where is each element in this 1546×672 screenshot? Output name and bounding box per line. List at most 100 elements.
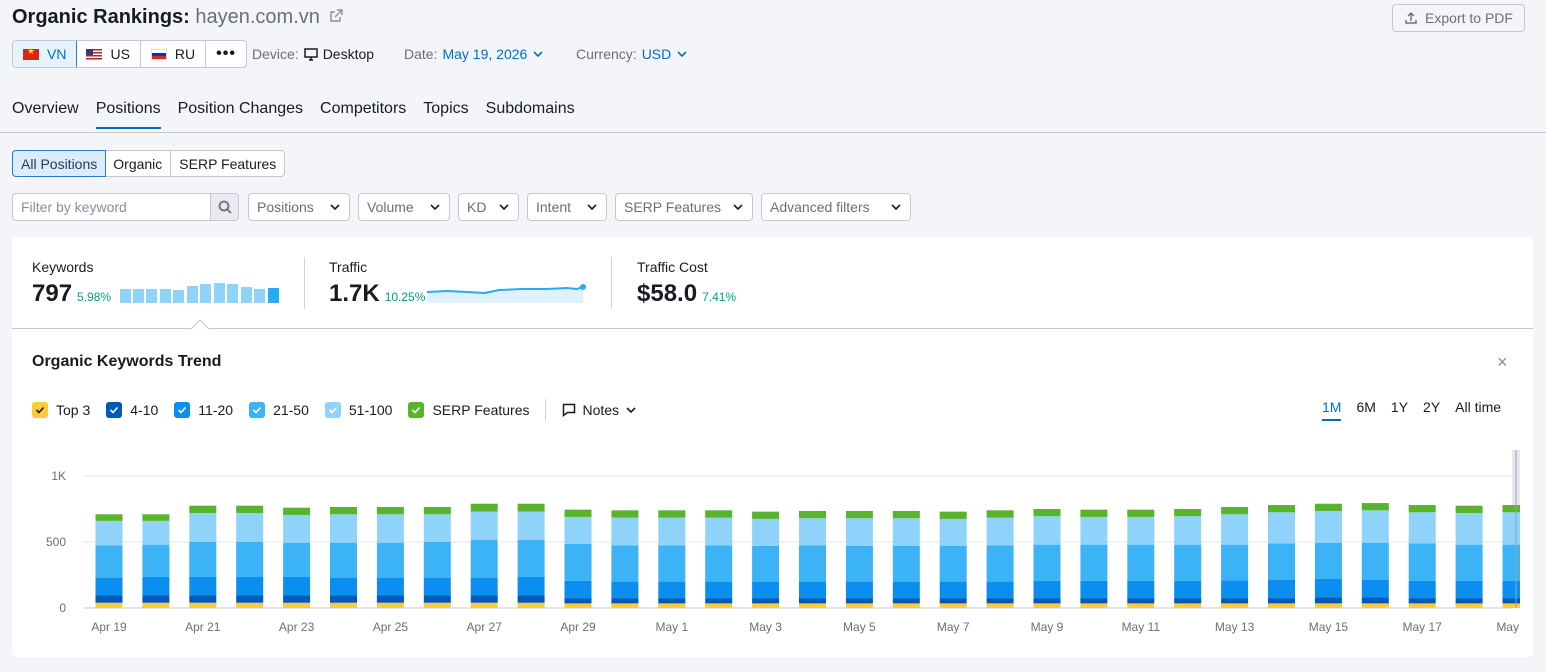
bar-segment xyxy=(799,545,826,582)
bar-segment xyxy=(1314,597,1342,604)
export-pdf-button[interactable]: Export to PDF xyxy=(1392,4,1525,32)
x-tick-label: Apr 29 xyxy=(560,620,596,634)
bar-segment xyxy=(1221,514,1249,545)
bar-segment xyxy=(1033,598,1061,604)
external-link-icon[interactable] xyxy=(329,6,344,29)
bar-segment xyxy=(330,514,357,543)
traffic-kpi[interactable]: 1.7K 10.25% xyxy=(329,280,425,308)
volume-filter[interactable]: Volume xyxy=(358,193,450,221)
bar-segment xyxy=(1174,603,1202,608)
range-1m[interactable]: 1M xyxy=(1322,399,1342,421)
bar-segment xyxy=(142,544,170,577)
bar-segment xyxy=(892,581,920,599)
bar-segment xyxy=(705,545,733,582)
device-selector[interactable]: Device: Desktop xyxy=(252,46,374,62)
bar-segment xyxy=(470,577,498,596)
bar-segment xyxy=(1174,544,1202,581)
advanced-filters-label: Advanced filters xyxy=(770,199,870,215)
legend-21-50[interactable]: 21-50 xyxy=(249,402,309,418)
bar-segment xyxy=(1408,603,1436,608)
more-databases-button[interactable]: ••• xyxy=(216,45,236,62)
bar-segment xyxy=(1268,603,1295,608)
bar-segment xyxy=(892,603,920,608)
tab-overview[interactable]: Overview xyxy=(12,100,79,117)
keyword-filter-input[interactable] xyxy=(13,194,210,220)
range-6m[interactable]: 6M xyxy=(1356,399,1376,415)
tab-competitors[interactable]: Competitors xyxy=(320,100,407,117)
intent-filter[interactable]: Intent xyxy=(527,193,607,221)
bar-segment xyxy=(939,581,967,599)
bar-segment xyxy=(1080,598,1108,604)
legend-51-100-label: 51-100 xyxy=(348,402,393,418)
range-all-time[interactable]: All time xyxy=(1455,399,1502,415)
bar-segment xyxy=(1502,505,1520,513)
positions-filter[interactable]: Positions xyxy=(248,193,350,221)
bar-segment xyxy=(142,576,170,596)
bar-segment xyxy=(142,520,170,545)
currency-selector[interactable]: Currency: USD xyxy=(576,46,688,62)
bar-segment xyxy=(1455,603,1483,608)
y-tick-label: 0 xyxy=(59,601,66,615)
x-tick-label: May 7 xyxy=(937,620,970,634)
x-tick-label: Apr 27 xyxy=(467,620,503,634)
tab-position-changes[interactable]: Position Changes xyxy=(177,100,304,117)
tab-positions[interactable]: Positions xyxy=(95,100,161,129)
positions-filter-label: Positions xyxy=(257,199,314,215)
date-selector[interactable]: Date: May 19, 2026 xyxy=(404,46,544,62)
advanced-filters[interactable]: Advanced filters xyxy=(761,193,911,221)
bar-segment xyxy=(939,545,967,582)
currency-label: Currency: xyxy=(576,46,637,62)
all-positions-button[interactable]: All Positions xyxy=(12,150,107,177)
range-2y[interactable]: 2Y xyxy=(1423,399,1441,415)
bar-segment xyxy=(1033,580,1061,599)
tab-subdomains[interactable]: Subdomains xyxy=(485,100,575,117)
traffic-cost-kpi[interactable]: $58.0 7.41% xyxy=(637,280,736,308)
legend-11-20[interactable]: 11-20 xyxy=(174,402,233,418)
x-tick-label: May 3 xyxy=(749,620,782,634)
bar-segment xyxy=(1174,509,1202,517)
checkbox-checked-icon xyxy=(249,402,266,418)
search-button[interactable] xyxy=(210,194,238,220)
organic-button[interactable]: Organic xyxy=(105,151,172,176)
traffic-kpi-label: Traffic xyxy=(329,259,368,275)
bar-segment xyxy=(752,511,780,519)
keywords-kpi[interactable]: 797 5.98% xyxy=(32,280,111,308)
legend-4-10[interactable]: 4-10 xyxy=(106,402,158,418)
bar-segment xyxy=(1408,512,1436,544)
db-button-us[interactable]: US xyxy=(76,41,141,67)
db-label-ru: RU xyxy=(174,46,196,62)
legend-top3[interactable]: Top 3 xyxy=(32,402,90,418)
bar-segment xyxy=(845,518,873,546)
bar-segment xyxy=(986,603,1014,608)
currency-value: USD xyxy=(641,46,672,62)
bar-segment xyxy=(1361,579,1389,598)
serp-features-filter[interactable]: SERP Features xyxy=(615,193,753,221)
domain-link[interactable]: hayen.com.vn xyxy=(195,6,320,28)
notes-dropdown[interactable]: Notes xyxy=(562,402,637,418)
tab-topics[interactable]: Topics xyxy=(423,100,469,117)
serp-features-button[interactable]: SERP Features xyxy=(179,155,277,172)
traffic-kpi-value: 1.7K xyxy=(329,280,380,307)
keywords-sparkline xyxy=(120,283,279,303)
close-icon[interactable]: × xyxy=(1497,352,1508,372)
bar-segment xyxy=(1455,598,1483,604)
bar-segment xyxy=(1268,505,1295,513)
db-button-ru[interactable]: RU xyxy=(141,41,207,67)
bar-segment xyxy=(1361,597,1389,604)
bar-segment xyxy=(236,505,264,513)
range-1y[interactable]: 1Y xyxy=(1390,399,1409,415)
legend-serp-features[interactable]: SERP Features xyxy=(408,402,529,418)
legend-51-100[interactable]: 51-100 xyxy=(324,402,393,418)
bar-segment xyxy=(236,595,264,603)
bar-segment xyxy=(1033,544,1061,581)
bar-segment xyxy=(470,602,498,608)
bar-segment xyxy=(189,505,217,513)
legend-divider xyxy=(545,399,547,421)
bar-segment xyxy=(939,518,967,546)
page-title: Organic Rankings: hayen.com.vn xyxy=(12,6,344,29)
bar-segment xyxy=(986,581,1014,599)
bar-segment xyxy=(330,542,357,578)
date-value: May 19, 2026 xyxy=(442,46,528,62)
db-button-vn[interactable]: VN xyxy=(12,41,78,67)
kd-filter[interactable]: KD xyxy=(458,193,519,221)
